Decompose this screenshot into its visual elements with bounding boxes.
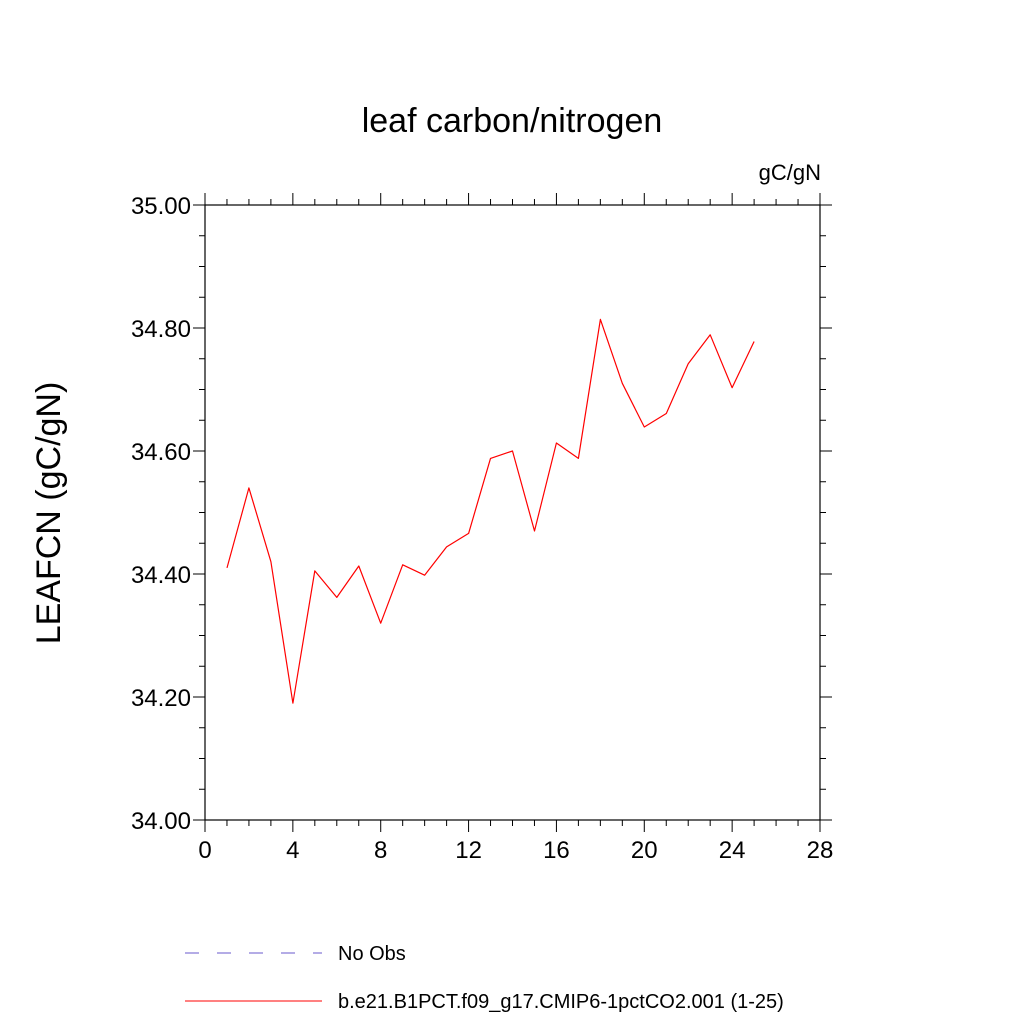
y-tick-label: 34.20 — [131, 685, 191, 712]
x-tick-label: 20 — [631, 837, 658, 864]
x-tick-label: 4 — [286, 837, 299, 864]
x-tick-label: 28 — [807, 837, 834, 864]
y-tick-label: 34.40 — [131, 562, 191, 589]
series-line — [226, 318, 755, 704]
units-label: gC/gN — [759, 160, 821, 185]
plot-frame — [204, 204, 821, 821]
legend-label: b.e21.B1PCT.f09_g17.CMIP6-1pctCO2.001 (1… — [338, 991, 784, 1013]
chart-title: leaf carbon/nitrogen — [362, 102, 663, 140]
x-tick-label: 0 — [198, 837, 211, 864]
x-tick-label: 12 — [455, 837, 482, 864]
y-tick-label: 34.60 — [131, 439, 191, 466]
x-tick-label: 24 — [719, 837, 746, 864]
legend-label: No Obs — [338, 943, 406, 965]
series-layer — [226, 318, 755, 704]
x-ticks: 0 4 8 12 16 20 24 28 — [198, 193, 833, 864]
y-tick-label: 34.00 — [131, 808, 191, 835]
y-tick-label: 34.80 — [131, 316, 191, 343]
y-ticks: 34.00 34.20 34.40 34.60 34.80 35.00 — [131, 193, 832, 835]
x-tick-label: 8 — [374, 837, 387, 864]
legend: No Obs b.e21.B1PCT.f09_g17.CMIP6-1pctCO2.… — [185, 943, 784, 1013]
y-tick-label: 35.00 — [131, 193, 191, 220]
x-tick-label: 16 — [543, 837, 570, 864]
y-axis-label: LEAFCN (gC/gN) — [30, 382, 68, 645]
